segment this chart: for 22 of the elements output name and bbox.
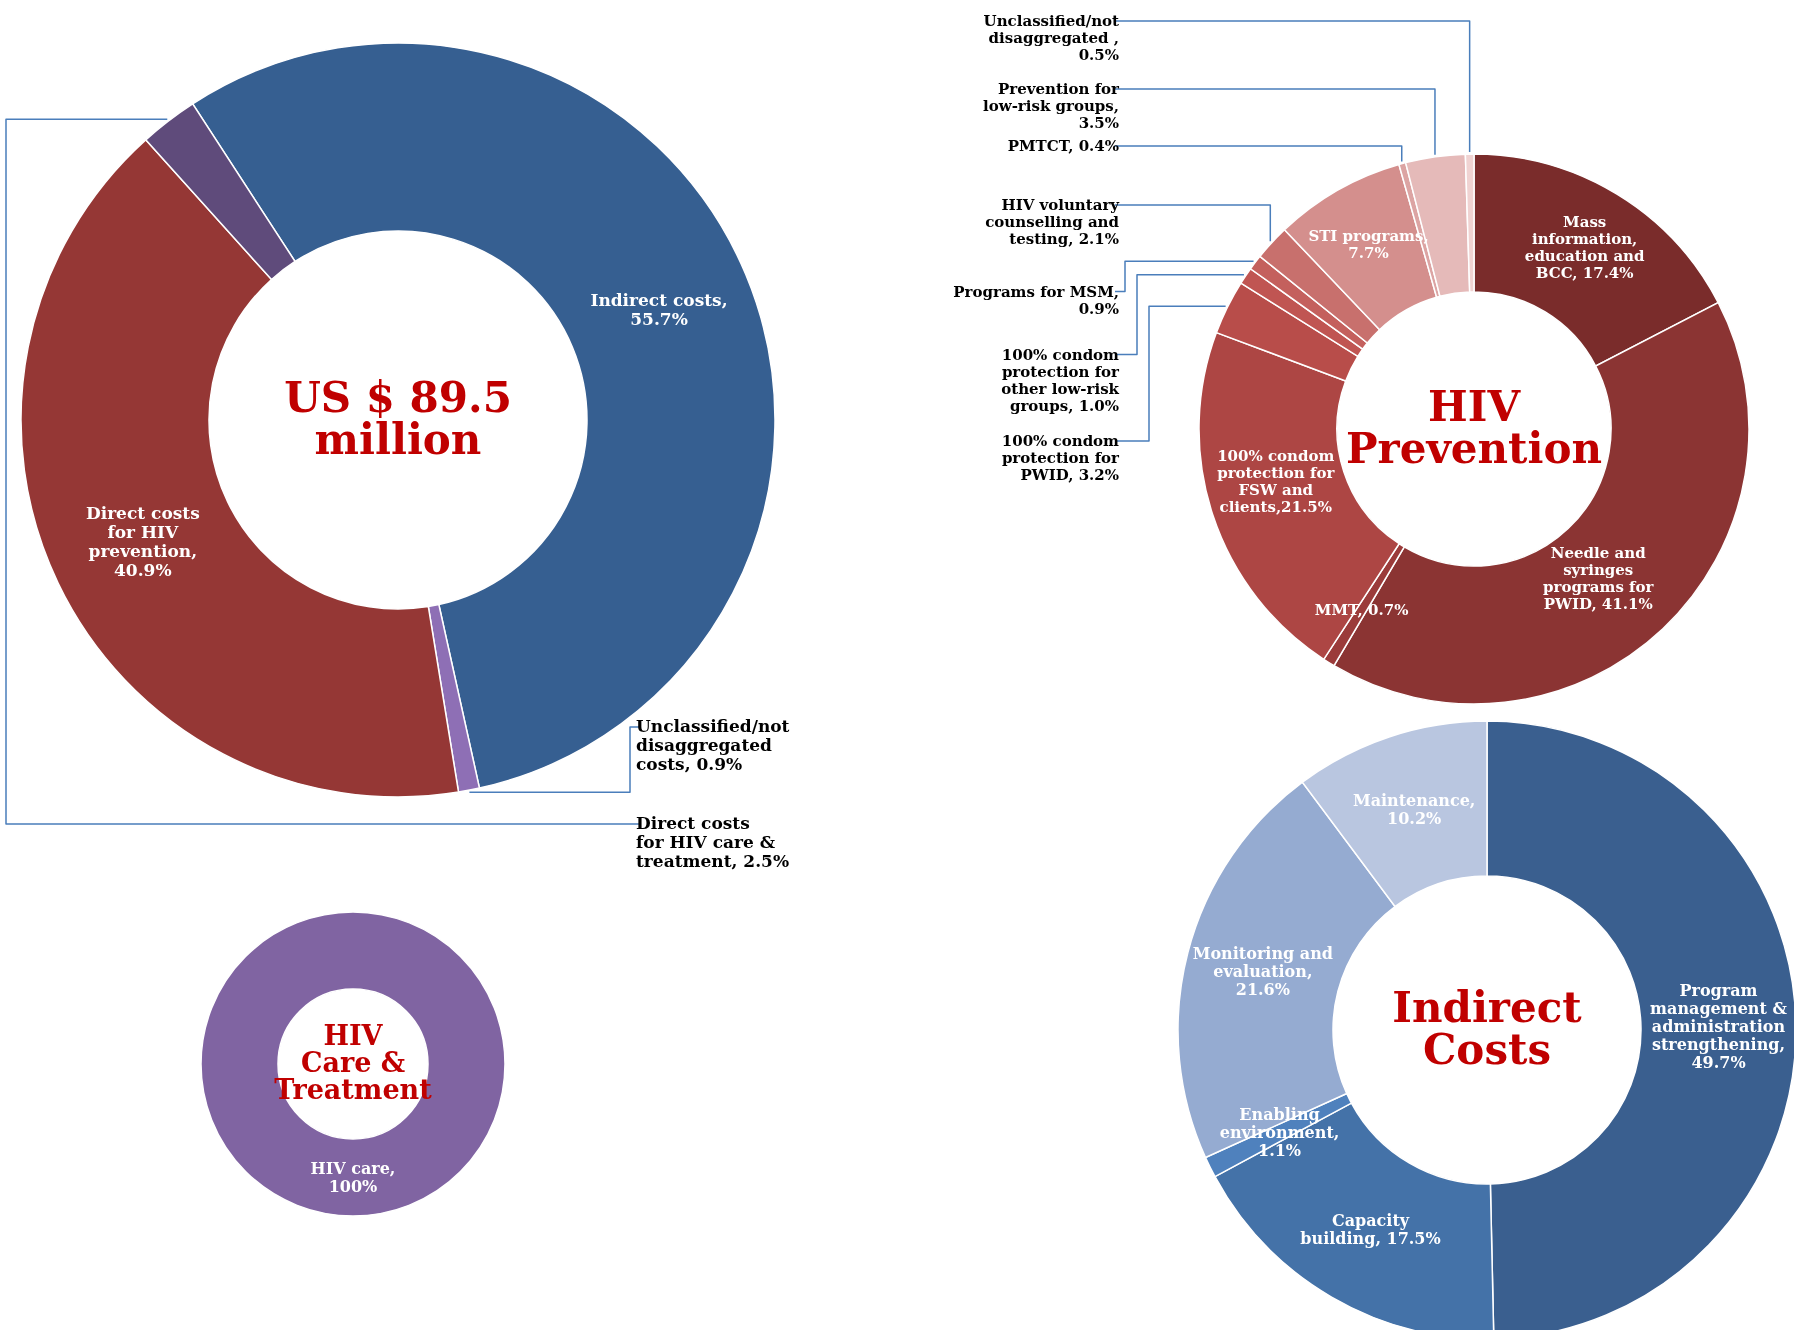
text: HIV Prevention — [1346, 382, 1602, 473]
slice-label: 100% condom protection for FSW and clients,21.5% — [1217, 446, 1336, 516]
slice-label: Needle and syringes programs for PWID, 41.1% — [1543, 544, 1655, 614]
text: Indirect Costs — [1392, 983, 1583, 1074]
slice-label: Unclassified/not disaggregated costs, 0.9% — [636, 716, 790, 774]
slice-label: Maintenance, 10.2% — [1352, 791, 1476, 829]
slice-label: Capacity building, 17.5% — [1300, 1211, 1441, 1249]
slice-label: HIV care, 100% — [310, 1158, 396, 1196]
slice-label: Monitoring and evaluation, 21.6% — [1192, 944, 1333, 1000]
slice-label: Indirect costs, 55.7% — [590, 290, 728, 330]
text: US $ 89.5 million — [284, 373, 512, 464]
slice-label: Programs for MSM, 0.9% — [953, 282, 1119, 318]
slice-label: HIV voluntary counselling and testing, 2.1% — [985, 196, 1121, 248]
slice-label: Unclassified/not disaggregated , 0.5% — [983, 12, 1120, 64]
slice-label: PMTCT, 0.4% — [1007, 137, 1119, 155]
slice-label: 100% condom protection for PWID, 3.2% — [1001, 432, 1121, 484]
slice-label: Prevention for low-risk groups, 3.5% — [983, 80, 1121, 132]
slice-label: Direct costs for HIV prevention, 40.9% — [85, 502, 200, 580]
slice-label: Direct costs for HIV care & treatment, 2.5% — [636, 813, 790, 871]
slice-label: 100% condom protection for other low-risk groups, 1.0% — [1001, 345, 1121, 415]
slice-label: Mass information, education and BCC, 17.4% — [1524, 212, 1646, 282]
slice-label: Program management & administration strengthening, 49.7% — [1650, 981, 1788, 1073]
